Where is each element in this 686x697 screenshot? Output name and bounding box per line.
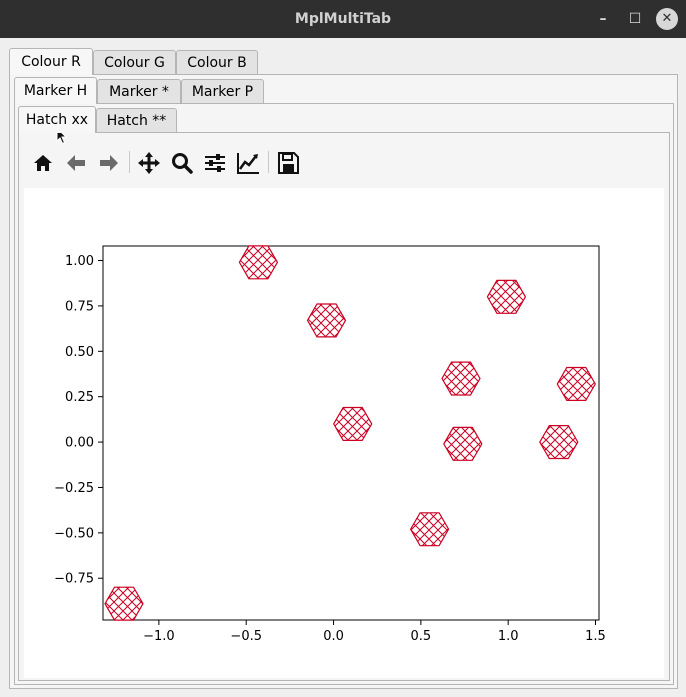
window-titlebar: MplMultiTab – ☐ ✕ [0, 0, 686, 38]
y-tick-label: 0.25 [65, 390, 94, 405]
x-tick-label: 1.5 [585, 629, 606, 644]
y-tick-label: 0.75 [65, 299, 94, 314]
axes: −1.0 −0.5 0.0 0.5 1.0 1.5 −0.75 −0.50 −0.25 0.00 0… [54, 245, 606, 644]
y-tick-label: −0.50 [54, 526, 94, 541]
y-tick-label: 0.00 [65, 436, 94, 451]
hexagon-marker [443, 426, 483, 461]
x-tick-label: −0.5 [230, 629, 262, 644]
hexagon-marker [539, 425, 579, 460]
tab-marker-h[interactable]: Marker H [14, 77, 97, 104]
hexagon-marker [333, 406, 373, 441]
scatter-plot[interactable]: −1.0 −0.5 0.0 0.5 1.0 1.5 −0.75 −0.50 −0.25 0.00 0… [24, 188, 664, 678]
tab-colour-g[interactable]: Colour G [93, 50, 176, 74]
tab-colour-r[interactable]: Colour R [9, 48, 93, 75]
tab-marker-p[interactable]: Marker P [181, 79, 264, 103]
configure-subplots-icon[interactable] [202, 150, 228, 176]
edit-axes-icon[interactable] [235, 150, 261, 176]
hexagon-marker [238, 245, 279, 280]
y-tick-label: −0.75 [54, 572, 94, 587]
y-tick-label: −0.25 [54, 481, 94, 496]
close-icon[interactable]: ✕ [656, 8, 678, 30]
minimize-icon[interactable]: – [599, 11, 607, 27]
hexagon-marker [556, 366, 596, 401]
x-tick-label: 0.0 [323, 629, 344, 644]
maximize-icon[interactable]: ☐ [628, 11, 642, 27]
zoom-icon[interactable] [169, 150, 195, 176]
back-arrow-icon[interactable] [63, 150, 89, 176]
tab-colour-b[interactable]: Colour B [176, 50, 258, 74]
x-tick-label: −1.0 [143, 629, 175, 644]
pan-icon[interactable] [136, 150, 162, 176]
scatter-points [104, 245, 596, 621]
save-icon[interactable] [275, 150, 301, 176]
hexagon-marker [409, 512, 450, 547]
y-tick-label: 0.50 [65, 345, 94, 360]
toolbar-separator [129, 151, 130, 173]
x-tick-label: 0.5 [411, 629, 432, 644]
x-tick-label: 1.0 [498, 629, 519, 644]
home-icon[interactable] [30, 150, 56, 176]
window-title: MplMultiTab [294, 11, 392, 27]
tab-hatch-xx[interactable]: Hatch xx [18, 106, 96, 133]
toolbar-separator [268, 151, 269, 173]
y-tick-label: 1.00 [65, 254, 94, 269]
hexagon-marker [306, 303, 347, 338]
tab-hatch-stars[interactable]: Hatch ** [96, 108, 177, 132]
hexagon-marker [441, 361, 481, 396]
tab-marker-star[interactable]: Marker * [97, 79, 181, 103]
figure-canvas[interactable]: −1.0 −0.5 0.0 0.5 1.0 1.5 −0.75 −0.50 −0.25 0.00 0… [24, 188, 664, 678]
hexagon-marker [486, 279, 527, 314]
forward-arrow-icon[interactable] [96, 150, 122, 176]
hexagon-marker [104, 586, 144, 621]
axes-frame [102, 245, 600, 621]
